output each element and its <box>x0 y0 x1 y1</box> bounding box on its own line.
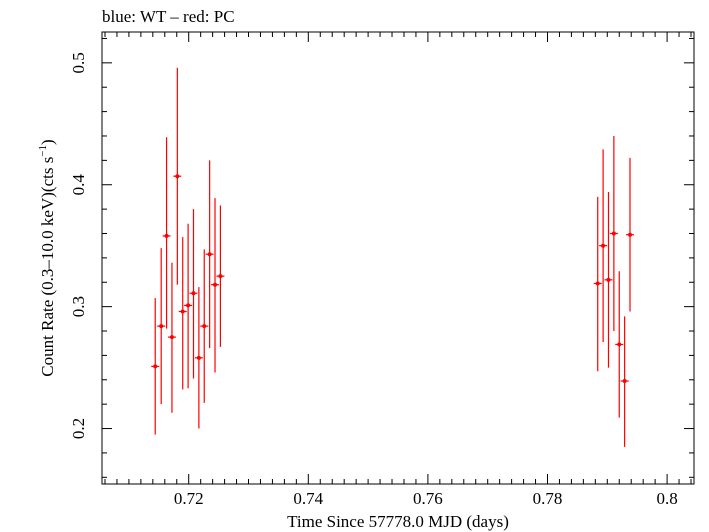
y-axis-label: Count Rate (0.3–10.0 keV)(cts s−1) <box>37 139 57 376</box>
y-axis-label-superscript: −1 <box>37 145 49 157</box>
point-marker <box>180 309 185 314</box>
data-point <box>184 223 193 389</box>
x-tick-label: 0.74 <box>293 489 323 508</box>
x-tick-label: 0.78 <box>533 489 563 508</box>
data-point <box>216 205 225 347</box>
data-point <box>211 198 220 373</box>
y-tick-label: 0.2 <box>69 418 88 439</box>
data-point <box>167 262 176 413</box>
x-tick-label: 0.8 <box>656 489 677 508</box>
point-marker <box>213 282 218 287</box>
point-marker <box>207 252 212 257</box>
point-marker <box>622 378 627 383</box>
point-marker <box>196 355 201 360</box>
x-axis-ticks: 0.72 0.74 0.76 0.78 0.8 <box>104 32 692 508</box>
data-point <box>151 298 160 435</box>
point-marker <box>628 232 633 237</box>
data-point <box>178 237 187 390</box>
x-axis-label: Time Since 57778.0 MJD (days) <box>287 512 509 531</box>
y-tick-label: 0.3 <box>69 296 88 317</box>
point-marker <box>595 281 600 286</box>
data-point <box>620 316 629 447</box>
data-point <box>205 160 214 349</box>
data-point <box>609 135 618 332</box>
data-point <box>615 271 624 418</box>
y-axis-label-main: Count Rate (0.3–10.0 keV)(cts s <box>38 157 57 377</box>
data-point <box>604 192 613 368</box>
data-point <box>599 149 608 342</box>
point-marker <box>159 324 164 329</box>
plot-frame <box>101 31 695 485</box>
point-marker <box>169 335 174 340</box>
x-tick-label: 0.76 <box>413 489 443 508</box>
point-marker <box>202 324 207 329</box>
point-marker <box>186 303 191 308</box>
point-marker <box>611 231 616 236</box>
data-point <box>162 137 171 329</box>
y-tick-label: 0.4 <box>69 174 88 196</box>
point-marker <box>164 233 169 238</box>
point-marker <box>606 277 611 282</box>
y-axis-label-close: ) <box>38 139 57 145</box>
point-marker <box>617 342 622 347</box>
data-point <box>593 196 602 372</box>
data-point <box>194 287 203 429</box>
y-axis-ticks: 0.2 0.3 0.4 0.5 <box>69 37 694 478</box>
data-point <box>189 209 198 379</box>
point-marker <box>191 291 196 296</box>
data-point <box>200 249 209 403</box>
data-point <box>157 248 166 405</box>
chart-title: blue: WT – red: PC <box>102 7 235 26</box>
point-marker <box>175 174 180 179</box>
data-point <box>173 67 182 285</box>
point-marker <box>218 274 223 279</box>
data-point <box>626 157 635 312</box>
y-tick-label: 0.5 <box>69 52 88 73</box>
data-series-pc <box>151 67 635 447</box>
point-marker <box>601 243 606 248</box>
x-tick-label: 0.72 <box>174 489 204 508</box>
point-marker <box>153 364 158 369</box>
